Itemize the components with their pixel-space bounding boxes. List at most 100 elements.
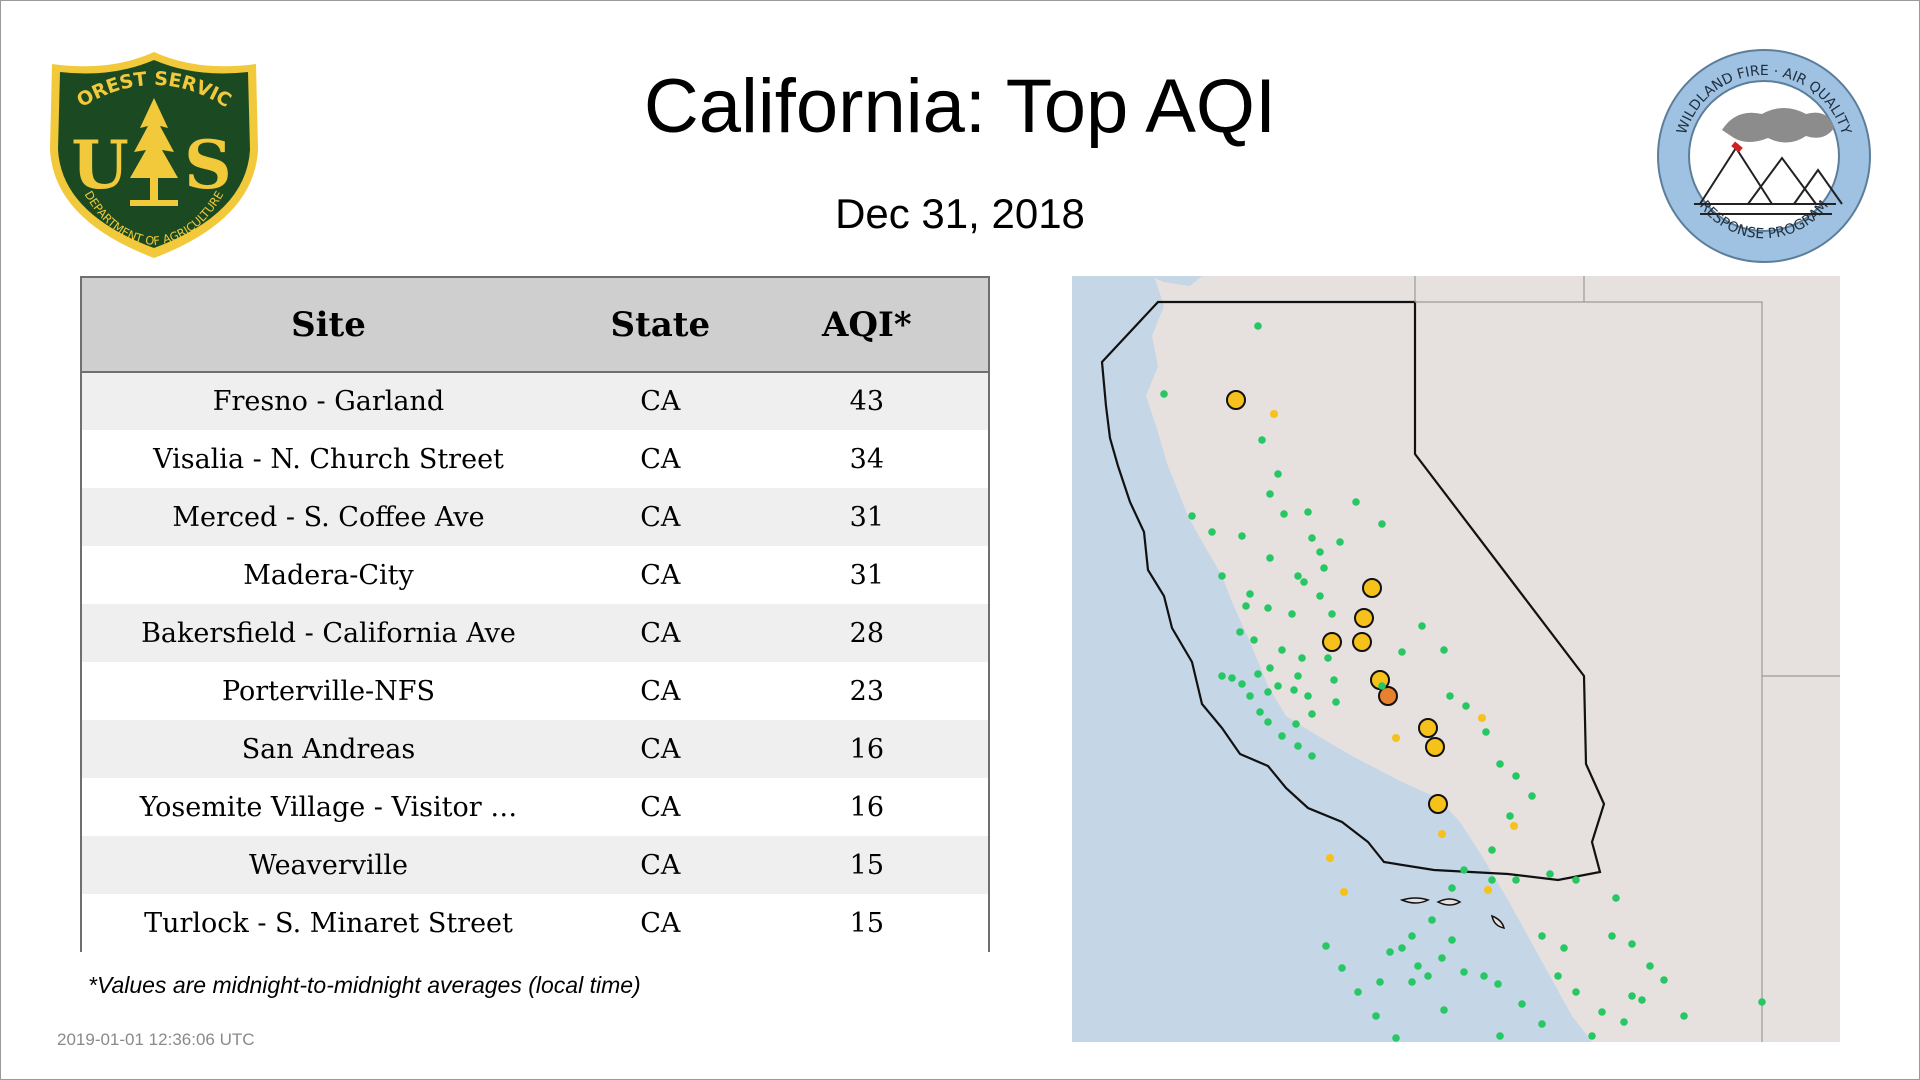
monitor-good xyxy=(1322,942,1330,950)
monitor-good xyxy=(1324,654,1332,662)
monitor-good xyxy=(1256,708,1264,716)
cell-state: CA xyxy=(640,791,681,823)
cell-aqi: 31 xyxy=(849,559,885,591)
monitor-good xyxy=(1496,1032,1504,1040)
cell-site: Porterville-NFS xyxy=(221,675,436,707)
monitor-good xyxy=(1538,1020,1546,1028)
monitor-moderate-small xyxy=(1392,734,1400,742)
column-header-site: Site xyxy=(82,278,575,373)
cell-aqi: 16 xyxy=(849,791,885,823)
table-row: San Andreas CA 16 xyxy=(82,720,988,778)
monitor-good xyxy=(1320,564,1328,572)
cell-site: Visalia - N. Church Street xyxy=(153,443,504,475)
monitor-good xyxy=(1304,692,1312,700)
monitor-good xyxy=(1518,1000,1526,1008)
monitor-moderate-small xyxy=(1326,854,1334,862)
logo-initial-u: U xyxy=(71,126,129,204)
ocean-north xyxy=(1150,276,1202,286)
cell-aqi: 23 xyxy=(849,675,885,707)
cell-aqi: 15 xyxy=(849,849,885,881)
monitor-moderate-large xyxy=(1418,718,1438,738)
monitor-good xyxy=(1546,870,1554,878)
cell-site: Bakersfield - California Ave xyxy=(141,617,516,649)
monitor-good xyxy=(1266,664,1274,672)
table-row: Madera-City CA 31 xyxy=(82,546,988,604)
monitor-moderate-large xyxy=(1425,737,1445,757)
cell-state: CA xyxy=(640,733,681,765)
monitor-good xyxy=(1218,672,1226,680)
cell-site: Yosemite Village - Visitor … xyxy=(139,791,518,823)
monitor-good xyxy=(1246,590,1254,598)
monitor-good xyxy=(1274,682,1282,690)
page-date: Dec 31, 2018 xyxy=(835,190,1085,237)
california-map xyxy=(1072,276,1840,1042)
monitor-good xyxy=(1228,674,1236,682)
monitor-good xyxy=(1386,948,1394,956)
monitor-good xyxy=(1264,688,1272,696)
table-row: Visalia - N. Church Street CA 34 xyxy=(82,430,988,488)
monitor-good xyxy=(1292,720,1300,728)
monitor-good xyxy=(1308,752,1316,760)
monitor-moderate-large xyxy=(1428,794,1448,814)
monitor-good xyxy=(1266,554,1274,562)
monitor-good xyxy=(1572,876,1580,884)
monitor-good xyxy=(1280,510,1288,518)
cell-state: CA xyxy=(640,501,681,533)
monitor-good xyxy=(1418,622,1426,630)
monitor-good xyxy=(1218,572,1226,580)
cell-aqi: 15 xyxy=(849,907,885,939)
monitor-good xyxy=(1598,1008,1606,1016)
monitor-good xyxy=(1398,944,1406,952)
cell-site: Fresno - Garland xyxy=(212,386,445,417)
california-outline xyxy=(1100,300,1606,882)
monitor-good xyxy=(1254,670,1262,678)
cell-site: Weaverville xyxy=(249,849,408,881)
monitor-good xyxy=(1428,916,1436,924)
monitor-good xyxy=(1246,692,1254,700)
monitor-good xyxy=(1488,876,1496,884)
smoke-plume-icon xyxy=(1722,108,1834,143)
table-row: Porterville-NFS CA 23 xyxy=(82,662,988,720)
monitor-moderate-large xyxy=(1352,632,1372,652)
cell-site: Merced - S. Coffee Ave xyxy=(172,501,485,533)
monitor-good xyxy=(1294,672,1302,680)
monitor-good xyxy=(1494,980,1502,988)
monitor-usg-large xyxy=(1378,686,1398,706)
monitor-moderate-small xyxy=(1340,888,1348,896)
column-header-aqi: AQI* xyxy=(745,278,988,373)
monitor-good xyxy=(1338,964,1346,972)
cell-state: CA xyxy=(640,386,681,417)
monitor-moderate-large xyxy=(1354,608,1374,628)
monitor-moderate-small xyxy=(1270,410,1278,418)
monitor-good xyxy=(1160,390,1168,398)
program-logo: WILDLAND FIRE · AIR QUALITY RESPONSE PRO… xyxy=(1657,49,1871,263)
page-title: California: Top AQI xyxy=(643,64,1277,149)
monitor-good xyxy=(1304,508,1312,516)
cell-state: CA xyxy=(640,617,681,649)
monitor-good xyxy=(1294,742,1302,750)
cell-state: CA xyxy=(640,443,681,475)
cell-site: Madera-City xyxy=(243,559,414,591)
monitor-good xyxy=(1290,686,1298,694)
forest-service-logo: FOREST SERVICE U S DEPARTMENT OF AGRICUL… xyxy=(48,50,258,258)
monitor-good xyxy=(1408,978,1416,986)
cell-state: CA xyxy=(640,849,681,881)
table-row: Yosemite Village - Visitor … CA 16 xyxy=(82,778,988,836)
monitor-good xyxy=(1328,610,1336,618)
monitor-good xyxy=(1330,676,1338,684)
monitor-good xyxy=(1660,976,1668,984)
monitor-good xyxy=(1438,954,1446,962)
monitor-good xyxy=(1288,610,1296,618)
monitor-good xyxy=(1620,1018,1628,1026)
ocean xyxy=(1072,276,1592,1042)
table-header-row: Site State AQI* xyxy=(82,278,988,373)
monitor-good xyxy=(1378,682,1386,690)
monitor-good xyxy=(1298,654,1306,662)
monitor-good xyxy=(1538,932,1546,940)
monitor-good xyxy=(1238,532,1246,540)
monitor-good xyxy=(1308,534,1316,542)
footnote: *Values are midnight-to-midnight average… xyxy=(88,972,641,998)
map-canvas xyxy=(1072,276,1840,1042)
monitor-moderate-small xyxy=(1478,714,1486,722)
monitor-good xyxy=(1560,944,1568,952)
